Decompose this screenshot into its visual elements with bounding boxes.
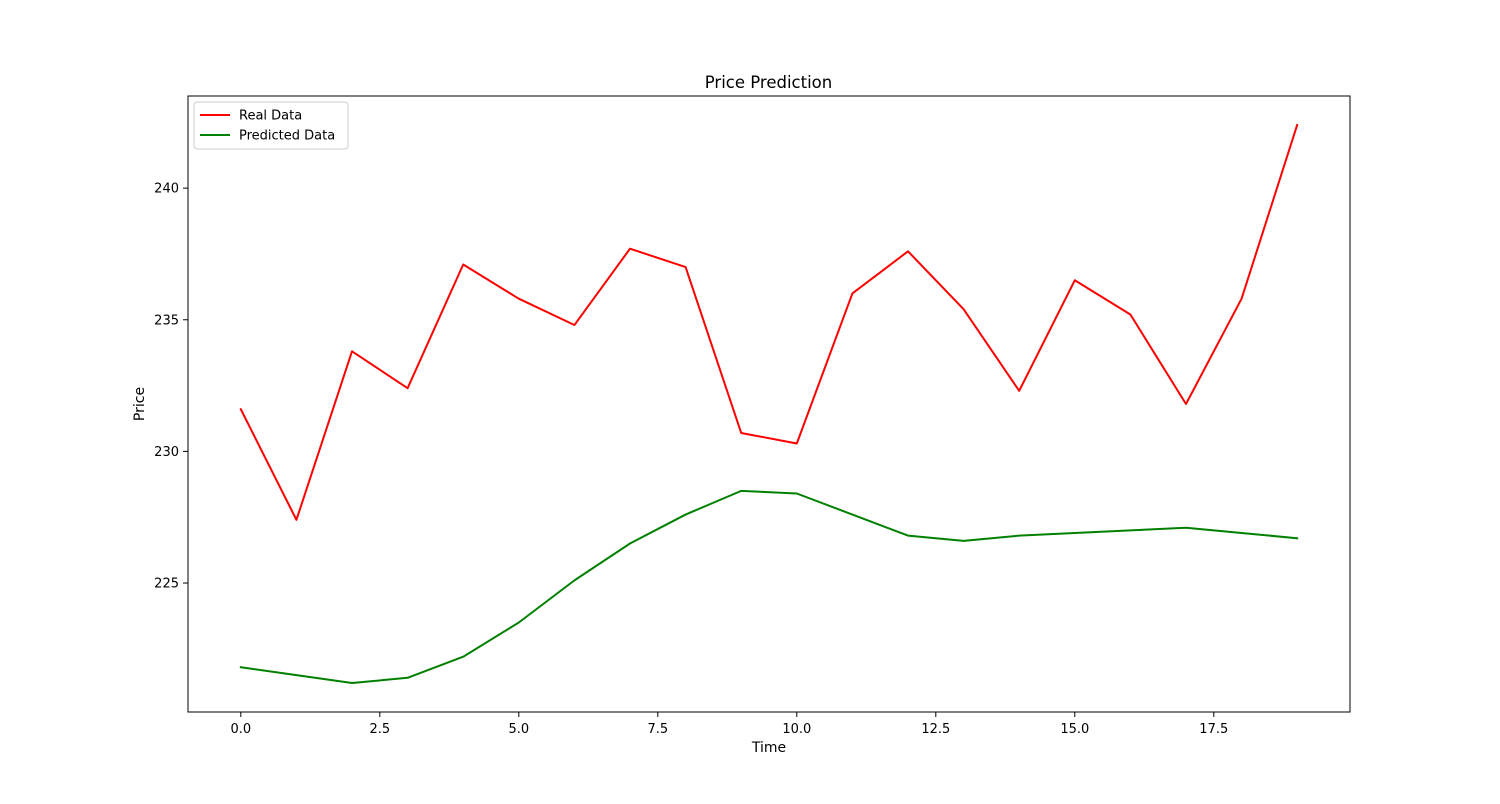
plot-area-frame bbox=[187, 95, 1351, 713]
x-tick-label: 7.5 bbox=[647, 722, 668, 737]
x-tick-label: 0.0 bbox=[230, 722, 251, 737]
legend-label: Real Data bbox=[239, 109, 302, 124]
legend: Real Data Predicted Data bbox=[193, 101, 349, 150]
x-axis-label: Time bbox=[751, 740, 786, 756]
y-tick-label: 240 bbox=[154, 182, 179, 197]
y-tick-label: 235 bbox=[154, 313, 179, 328]
y-tick-label: 225 bbox=[154, 577, 179, 592]
plot-series bbox=[239, 123, 1299, 685]
y-axis-label: Price bbox=[132, 387, 148, 421]
y-axis-ticks: 225 230 235 240 bbox=[154, 182, 188, 592]
x-axis-ticks: 0.0 2.5 5.0 7.5 10.0 12.5 15.0 17.5 bbox=[230, 712, 1228, 737]
legend-box bbox=[193, 101, 349, 150]
legend-label: Predicted Data bbox=[239, 129, 335, 144]
x-tick-label: 17.5 bbox=[1199, 722, 1228, 737]
legend-items: Real Data Predicted Data bbox=[200, 109, 335, 144]
series-line-predicted-data bbox=[239, 489, 1299, 685]
x-tick-label: 10.0 bbox=[782, 722, 811, 737]
x-tick-label: 2.5 bbox=[369, 722, 390, 737]
series-line-real-data bbox=[239, 123, 1299, 521]
x-tick-label: 5.0 bbox=[508, 722, 529, 737]
y-tick-label: 230 bbox=[154, 445, 179, 460]
x-tick-label: 12.5 bbox=[921, 722, 950, 737]
x-tick-label: 15.0 bbox=[1060, 722, 1089, 737]
chart-title: Price Prediction bbox=[705, 73, 832, 92]
